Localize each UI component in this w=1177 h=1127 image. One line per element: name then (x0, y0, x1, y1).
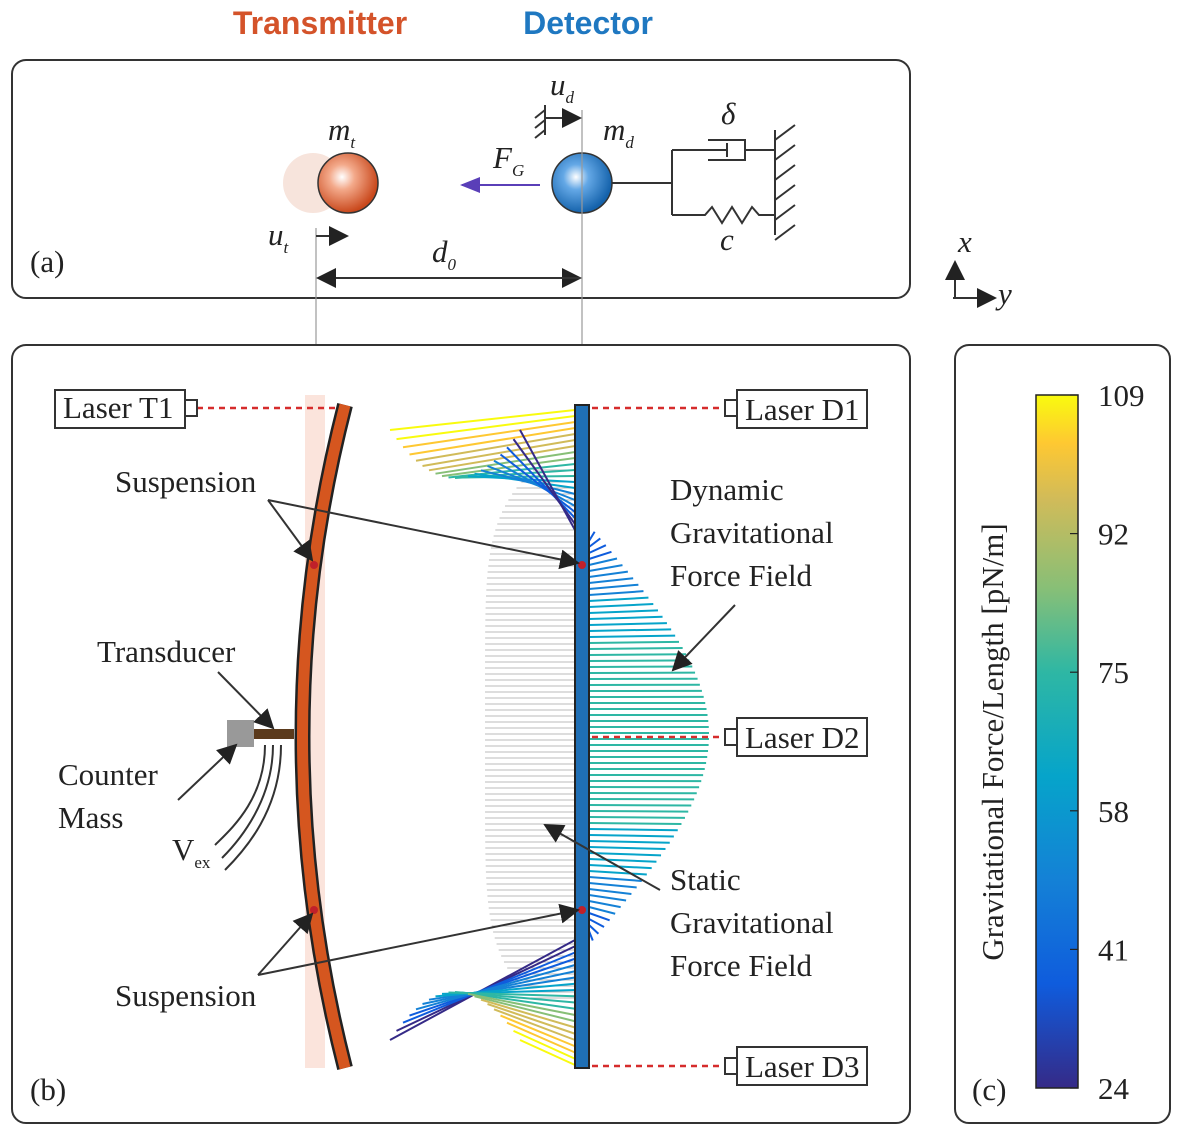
symbol: u (268, 217, 284, 252)
colorbar-tick-label: 92 (1098, 517, 1129, 552)
dynamic-field-line (589, 805, 691, 806)
annotation: Static (670, 862, 741, 897)
detector-beam (575, 405, 589, 1068)
suspension-point (578, 561, 586, 569)
dynamic-field-line (589, 660, 689, 661)
symbol: m (603, 112, 625, 147)
laser-label: Laser T1 (63, 390, 173, 425)
colorbar-label: Gravitational Force/Length [pN/m] (975, 523, 1010, 960)
figure: Transmitter Detector (a) mt md ut ud FG … (0, 0, 1177, 1127)
axis-label: y (995, 276, 1012, 311)
colorbar-tick-label: 109 (1098, 378, 1145, 413)
subscript: d (625, 133, 634, 152)
header-detector: Detector (523, 5, 653, 41)
laser-label: Laser D1 (745, 392, 859, 427)
annotation: Force Field (670, 948, 813, 983)
dynamic-field-line (589, 823, 681, 824)
symbol: F (492, 140, 513, 175)
subscript: d (566, 88, 575, 107)
dynamic-field-line (589, 636, 675, 637)
laser-head (185, 400, 197, 416)
dynamic-field-line (589, 817, 685, 818)
laser-head (725, 1058, 737, 1074)
symbol: d (432, 234, 448, 269)
subscript: 0 (448, 255, 457, 274)
header-transmitter: Transmitter (233, 5, 407, 41)
transducer (254, 729, 294, 739)
colorbar-tick-label: 58 (1098, 794, 1129, 829)
colorbar (1036, 395, 1078, 1088)
annotation: Transducer (97, 634, 236, 669)
dynamic-field-line (589, 642, 679, 643)
annotation: Force Field (670, 558, 813, 593)
colorbar-tick-label: 41 (1098, 932, 1129, 967)
annotation: Mass (58, 800, 123, 835)
stiffness-label: c (720, 222, 734, 257)
annotation: Suspension (115, 978, 257, 1013)
laser-head (725, 400, 737, 416)
suspension-point (310, 561, 318, 569)
panel-label: (c) (972, 1072, 1006, 1107)
symbol: m (328, 112, 350, 147)
annotation: Dynamic (670, 472, 784, 507)
colorbar-tick-label: 24 (1098, 1071, 1130, 1106)
panel-label: (a) (30, 244, 64, 279)
axis-label: x (957, 224, 972, 259)
dynamic-field-line (589, 811, 688, 812)
annotation: Counter (58, 757, 159, 792)
laser-label: Laser D2 (745, 720, 859, 755)
laser-label: Laser D3 (745, 1049, 859, 1084)
colorbar-tick-label: 75 (1098, 655, 1129, 690)
dynamic-field-line (589, 829, 678, 830)
annotation: Suspension (115, 464, 257, 499)
dynamic-field-line (589, 654, 686, 655)
panel-label: (b) (30, 1072, 66, 1107)
counter-mass (227, 720, 254, 747)
dynamic-field-line (589, 648, 683, 649)
damping-label: δ (721, 96, 736, 131)
annotation: Gravitational (670, 515, 834, 550)
suspension-point (578, 906, 586, 914)
transmitter-mass (318, 153, 378, 213)
laser-head (725, 729, 737, 745)
subscript: ex (194, 853, 211, 872)
subscript: G (512, 161, 524, 180)
symbol: u (550, 67, 566, 102)
suspension-point (310, 906, 318, 914)
symbol: V (172, 832, 195, 867)
annotation: Gravitational (670, 905, 834, 940)
